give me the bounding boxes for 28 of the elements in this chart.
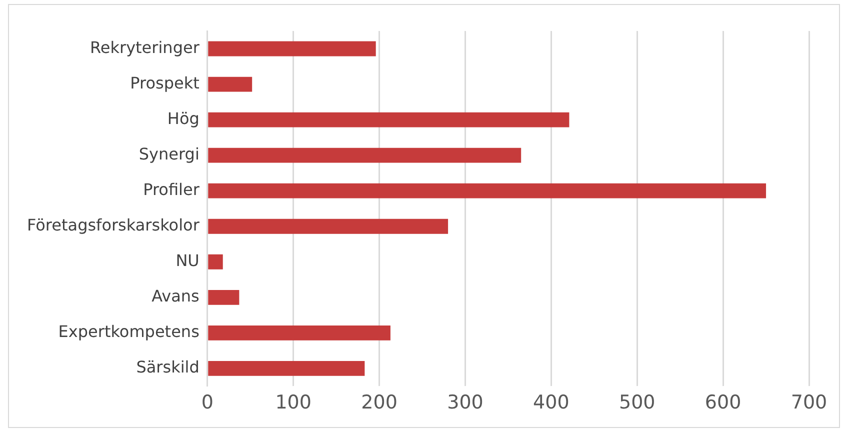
bar <box>208 290 240 305</box>
y-tick-label: Expertkompetens <box>58 322 200 342</box>
bar <box>208 183 766 198</box>
bar <box>208 218 448 234</box>
x-tick-label: 100 <box>275 392 312 414</box>
y-tick-label: Synergi <box>138 144 200 164</box>
y-tick-label: Rekryteringer <box>90 38 200 57</box>
x-tick-label: 300 <box>447 392 484 414</box>
y-tick-label: Prospekt <box>130 73 200 92</box>
bar <box>208 76 252 92</box>
y-tick-label: Avans <box>152 286 200 306</box>
x-tick-label: 500 <box>618 392 656 414</box>
bar <box>208 41 376 56</box>
y-tick-label: Profiler <box>143 180 200 199</box>
y-tick-label: NU <box>176 251 200 270</box>
x-tick-label: 600 <box>704 392 742 414</box>
bar <box>208 360 365 376</box>
y-tick-label: Företagsforskarskolor <box>26 216 200 235</box>
bar <box>208 325 390 340</box>
x-tick-label: 700 <box>790 392 828 414</box>
x-tick-label: 200 <box>361 392 398 414</box>
x-tick-label: 400 <box>533 392 570 414</box>
bar <box>208 148 522 163</box>
y-tick-label: Hög <box>167 108 200 128</box>
bar <box>208 112 570 128</box>
x-tick-label: 0 <box>201 392 214 414</box>
y-tick-label: Särskild <box>136 358 200 377</box>
bar <box>208 254 223 270</box>
